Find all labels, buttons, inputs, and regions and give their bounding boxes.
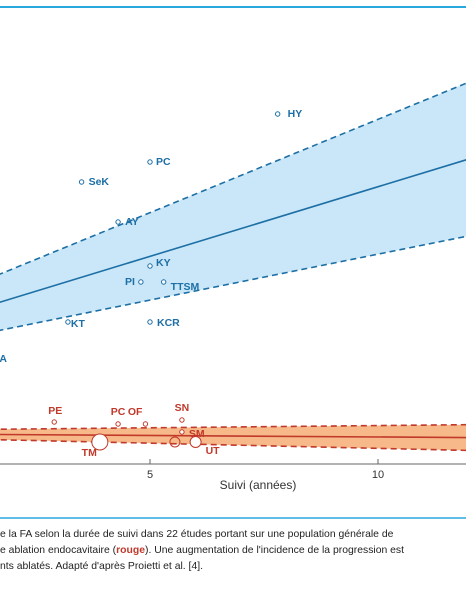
x-axis-title: Suivi (années) bbox=[220, 478, 297, 492]
blue-point-sek bbox=[78, 179, 85, 185]
x-tick-label: 5 bbox=[147, 469, 153, 481]
red-point-tm bbox=[91, 433, 109, 451]
blue-point-label-pc: PC bbox=[156, 156, 171, 168]
red-ci-lower-line bbox=[0, 438, 466, 452]
red-point-sm-marker bbox=[169, 436, 181, 448]
caption-line-1: e la FA selon la durée de suivi dans 22 … bbox=[0, 529, 394, 540]
caption-line-2: e ablation endocavitaire (rouge). Une au… bbox=[0, 543, 466, 559]
blue-ci-lower-line bbox=[0, 235, 466, 332]
caption-red-word: rouge bbox=[116, 545, 145, 556]
blue-point-kcr bbox=[147, 319, 153, 325]
blue-point-label-pi: PI bbox=[125, 276, 135, 288]
blue-point-label-ttsm: TTSM bbox=[171, 281, 200, 293]
red-point-label-pc: PC bbox=[111, 406, 126, 418]
blue-point-hy bbox=[274, 111, 281, 117]
red-ci-upper-line bbox=[0, 423, 466, 431]
red-point-label-of: OF bbox=[128, 406, 143, 418]
red-point-label-sn: SN bbox=[175, 402, 190, 414]
blue-point-ky bbox=[147, 263, 153, 269]
blue-point-ay bbox=[115, 219, 121, 225]
blue-point-ttsm bbox=[160, 279, 167, 285]
red-point-of bbox=[142, 421, 149, 427]
caption-line-2-a: e ablation endocavitaire ( bbox=[0, 545, 117, 556]
x-tick-label: 10 bbox=[372, 469, 384, 481]
caption-line-3: nts ablatés. Adapté d'après Proietti et … bbox=[0, 561, 203, 572]
confidence-bands bbox=[0, 83, 466, 451]
x-axis-ticks: 5 10 bbox=[147, 459, 384, 481]
blue-point-pi bbox=[138, 279, 144, 285]
red-point-label-pe: PE bbox=[48, 405, 62, 417]
blue-point-label-ra: RA bbox=[0, 353, 7, 365]
red-point-sm bbox=[179, 429, 185, 435]
regression-lines bbox=[0, 82, 466, 452]
blue-point-label-kt: KT bbox=[71, 318, 86, 330]
blue-point-label-hy: HY bbox=[288, 108, 303, 120]
blue-confidence-band bbox=[0, 83, 466, 331]
red-point-pc bbox=[115, 421, 121, 427]
red-point-ut bbox=[189, 436, 202, 448]
red-point-pe bbox=[51, 419, 57, 425]
red-confidence-band bbox=[0, 424, 466, 451]
blue-point-pc bbox=[147, 159, 153, 165]
figure-caption: e la FA selon la durée de suivi dans 22 … bbox=[0, 527, 466, 575]
blue-point-label-ky: KY bbox=[156, 257, 171, 269]
blue-point-label-sek: SeK bbox=[89, 176, 110, 188]
caption-line-2-b: ). Une augmentation de l'incidence de la… bbox=[144, 545, 405, 556]
red-fit-line bbox=[0, 433, 466, 439]
red-point-sn bbox=[179, 417, 185, 423]
blue-point-label-ay: AY bbox=[125, 216, 139, 228]
blue-fit-line bbox=[0, 159, 466, 304]
red-point-label-ut: UT bbox=[206, 445, 221, 457]
blue-ci-upper-line bbox=[0, 82, 466, 275]
red-point-label-tm: TM bbox=[82, 447, 97, 459]
data-points: HYPCSeKAYKYPITTSMSKKTKCRBMRANKKhTJKPEPCO… bbox=[0, 108, 303, 459]
blue-point-kt bbox=[65, 319, 71, 325]
blue-point-label-kcr: KCR bbox=[157, 317, 180, 329]
